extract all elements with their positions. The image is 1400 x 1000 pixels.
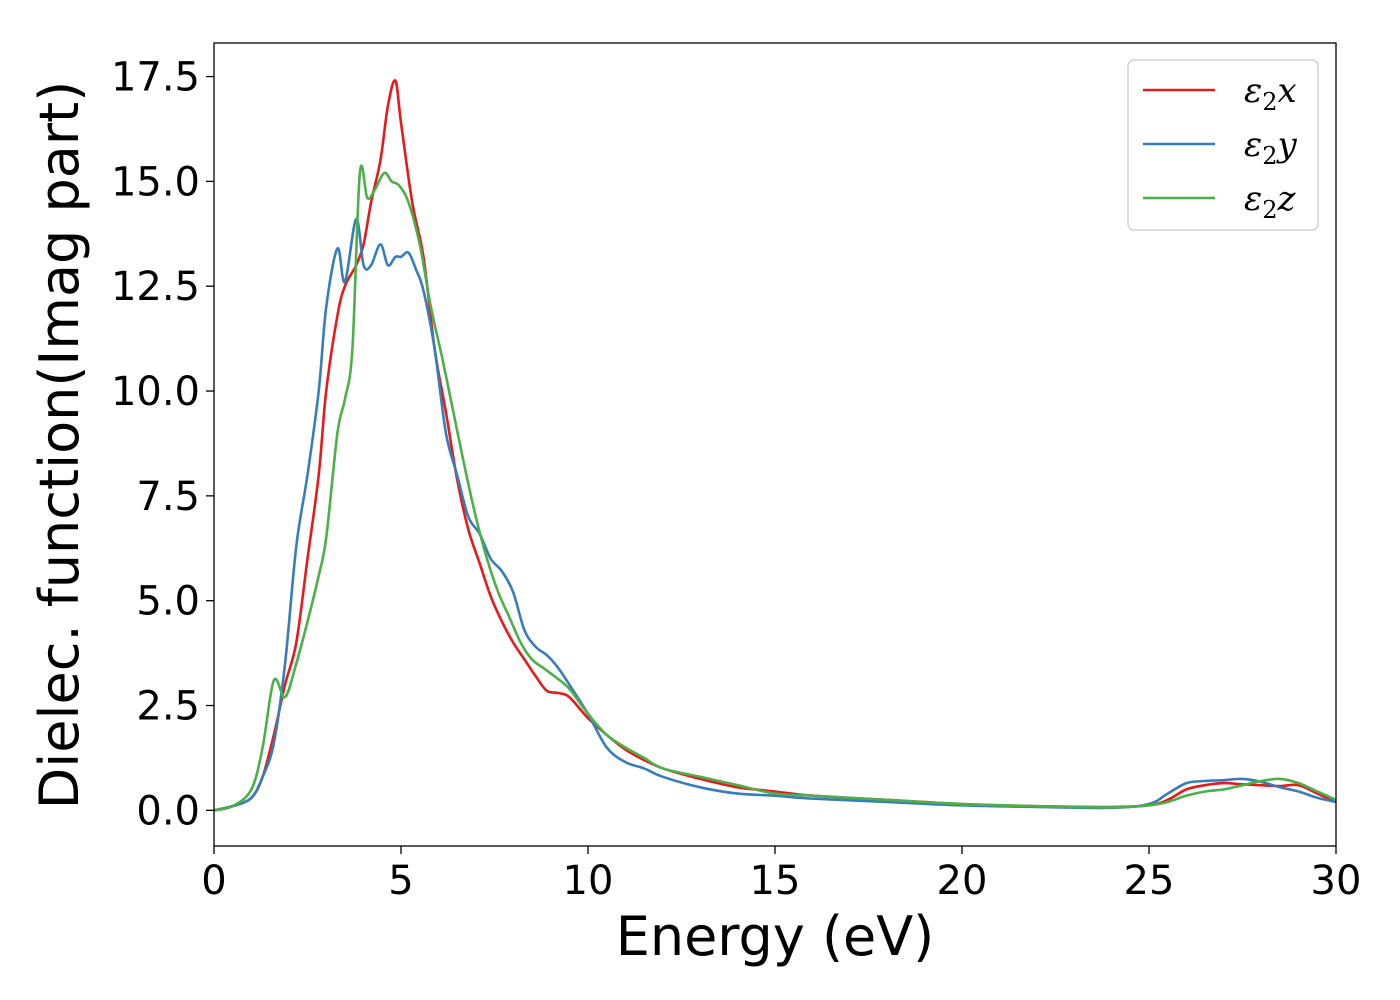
y-axis-title: Dielec. function(Imag part) bbox=[28, 81, 91, 810]
legend-label-z: ε2z bbox=[1244, 179, 1297, 224]
y-tick-label: 5.0 bbox=[136, 579, 200, 625]
legend-label-y: ε2y bbox=[1244, 125, 1298, 170]
x-axis-title: Energy (eV) bbox=[616, 905, 935, 968]
legend-label-x: ε2x bbox=[1244, 71, 1297, 116]
x-tick-label: 30 bbox=[1311, 858, 1362, 904]
y-tick-label: 12.5 bbox=[111, 264, 200, 310]
y-tick-label: 17.5 bbox=[111, 55, 200, 101]
x-tick-label: 0 bbox=[201, 858, 226, 904]
x-tick-label: 15 bbox=[750, 858, 801, 904]
x-tick-label: 25 bbox=[1124, 858, 1175, 904]
y-tick-label: 2.5 bbox=[136, 684, 200, 730]
y-tick-label: 7.5 bbox=[136, 474, 200, 520]
x-tick-label: 5 bbox=[388, 858, 413, 904]
y-tick-label: 10.0 bbox=[111, 369, 200, 415]
legend-frame bbox=[1127, 59, 1319, 231]
plot-area bbox=[214, 79, 1336, 812]
x-tick-label: 20 bbox=[937, 858, 988, 904]
y-tick-label: 0.0 bbox=[136, 788, 200, 834]
legend: ε2x ε2y ε2z bbox=[1127, 59, 1319, 231]
x-axis: 0 5 10 15 20 25 30 bbox=[201, 846, 1361, 904]
y-axis: 0.0 2.5 5.0 7.5 10.0 12.5 15.0 17.5 bbox=[111, 55, 214, 834]
series-line-z bbox=[214, 164, 1336, 812]
y-tick-label: 15.0 bbox=[111, 159, 200, 205]
x-tick-label: 10 bbox=[563, 858, 614, 904]
